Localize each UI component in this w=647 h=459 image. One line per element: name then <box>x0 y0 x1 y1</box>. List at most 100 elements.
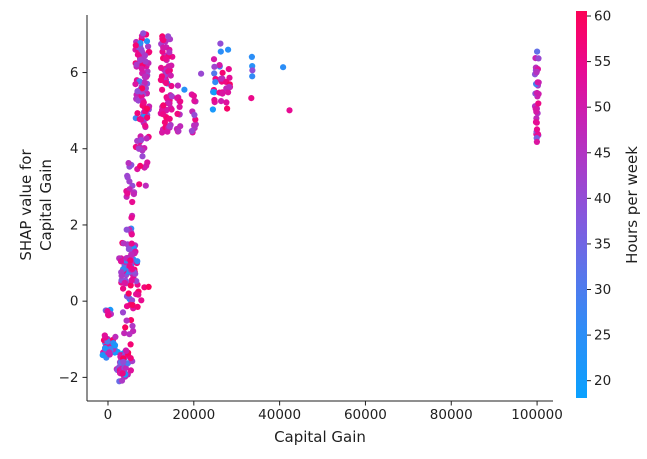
data-point <box>135 97 142 104</box>
data-point <box>137 40 144 47</box>
data-point <box>188 127 195 135</box>
data-point <box>168 62 175 69</box>
x-tick-label: 0 <box>104 407 113 423</box>
data-point <box>117 258 125 265</box>
data-point <box>191 97 198 105</box>
data-point <box>127 282 134 289</box>
data-point <box>286 107 293 114</box>
data-point <box>139 85 146 92</box>
data-point <box>534 79 541 86</box>
data-point <box>191 111 198 119</box>
data-point <box>138 116 145 123</box>
data-point <box>132 81 139 88</box>
data-point <box>126 331 133 338</box>
x-tick-label: 80000 <box>430 407 473 423</box>
data-point <box>211 96 218 104</box>
data-point <box>225 66 232 73</box>
data-point <box>102 345 109 352</box>
data-point <box>166 49 173 56</box>
data-point <box>123 226 130 233</box>
data-point <box>157 76 164 84</box>
data-point <box>133 61 140 68</box>
data-point <box>162 79 170 87</box>
data-point <box>119 309 127 316</box>
data-point <box>101 332 108 339</box>
data-point <box>533 126 541 133</box>
data-point <box>223 99 230 106</box>
data-point <box>159 111 166 118</box>
data-point <box>535 55 542 62</box>
data-point <box>138 93 145 100</box>
data-point <box>125 160 132 167</box>
data-point <box>175 128 182 135</box>
data-point <box>535 90 542 98</box>
data-point <box>280 64 287 71</box>
data-point <box>210 56 218 63</box>
data-point <box>128 214 135 221</box>
data-point <box>219 69 226 76</box>
data-point <box>127 257 134 264</box>
colorbar-tick-label: 20 <box>594 373 611 389</box>
colorbar-tick-label: 40 <box>594 191 611 207</box>
colorbar-ticks: 20 25 30 35 40 45 50 55 60 <box>587 9 611 389</box>
data-point <box>225 89 232 96</box>
data-point <box>127 355 134 362</box>
data-point <box>160 44 167 51</box>
data-point <box>134 303 141 310</box>
data-point <box>143 135 150 142</box>
data-point <box>132 42 139 49</box>
data-point <box>137 162 144 169</box>
data-point <box>166 123 173 130</box>
data-point <box>140 99 147 106</box>
data-point <box>145 43 152 50</box>
y-tick-label: 2 <box>70 217 79 233</box>
data-point <box>191 122 198 129</box>
colorbar-tick-label: 35 <box>594 236 611 252</box>
data-point <box>168 106 175 113</box>
data-point <box>211 70 218 77</box>
data-point <box>211 89 218 96</box>
data-point <box>125 290 132 297</box>
data-point <box>144 159 151 166</box>
data-point <box>158 64 165 71</box>
data-point <box>121 279 128 286</box>
x-tick-label: 20000 <box>172 407 215 423</box>
data-point <box>174 110 181 117</box>
data-point <box>161 119 168 126</box>
data-point <box>138 136 145 144</box>
data-point <box>111 342 119 349</box>
data-point <box>211 63 218 70</box>
data-point <box>134 110 141 117</box>
y-tick-label: −2 <box>59 370 79 386</box>
data-point <box>141 52 149 59</box>
data-point <box>160 102 167 109</box>
x-tick-label: 100000 <box>511 407 563 423</box>
data-point <box>534 48 541 55</box>
data-point <box>198 70 205 77</box>
data-point <box>121 330 128 337</box>
data-point <box>126 178 133 185</box>
data-point <box>138 297 145 304</box>
data-point <box>135 291 142 298</box>
colorbar-tick-label: 25 <box>594 328 611 344</box>
data-point <box>128 251 135 258</box>
colorbar-tick-label: 30 <box>594 282 611 298</box>
data-point <box>142 122 149 129</box>
data-point <box>129 322 136 330</box>
y-tick-label: 0 <box>70 294 79 310</box>
y-tick-label: 6 <box>70 65 79 81</box>
data-point <box>118 377 126 384</box>
data-point <box>119 370 126 377</box>
data-point <box>135 145 142 152</box>
data-point <box>137 57 144 64</box>
data-point <box>165 33 172 40</box>
data-point <box>167 72 174 79</box>
data-point <box>127 341 134 348</box>
data-point <box>129 198 136 206</box>
data-point <box>226 83 233 90</box>
scatter-points <box>99 30 542 385</box>
y-axis-label: SHAP value for Capital Gain <box>17 149 55 261</box>
data-point <box>129 302 136 309</box>
data-point <box>216 62 223 69</box>
